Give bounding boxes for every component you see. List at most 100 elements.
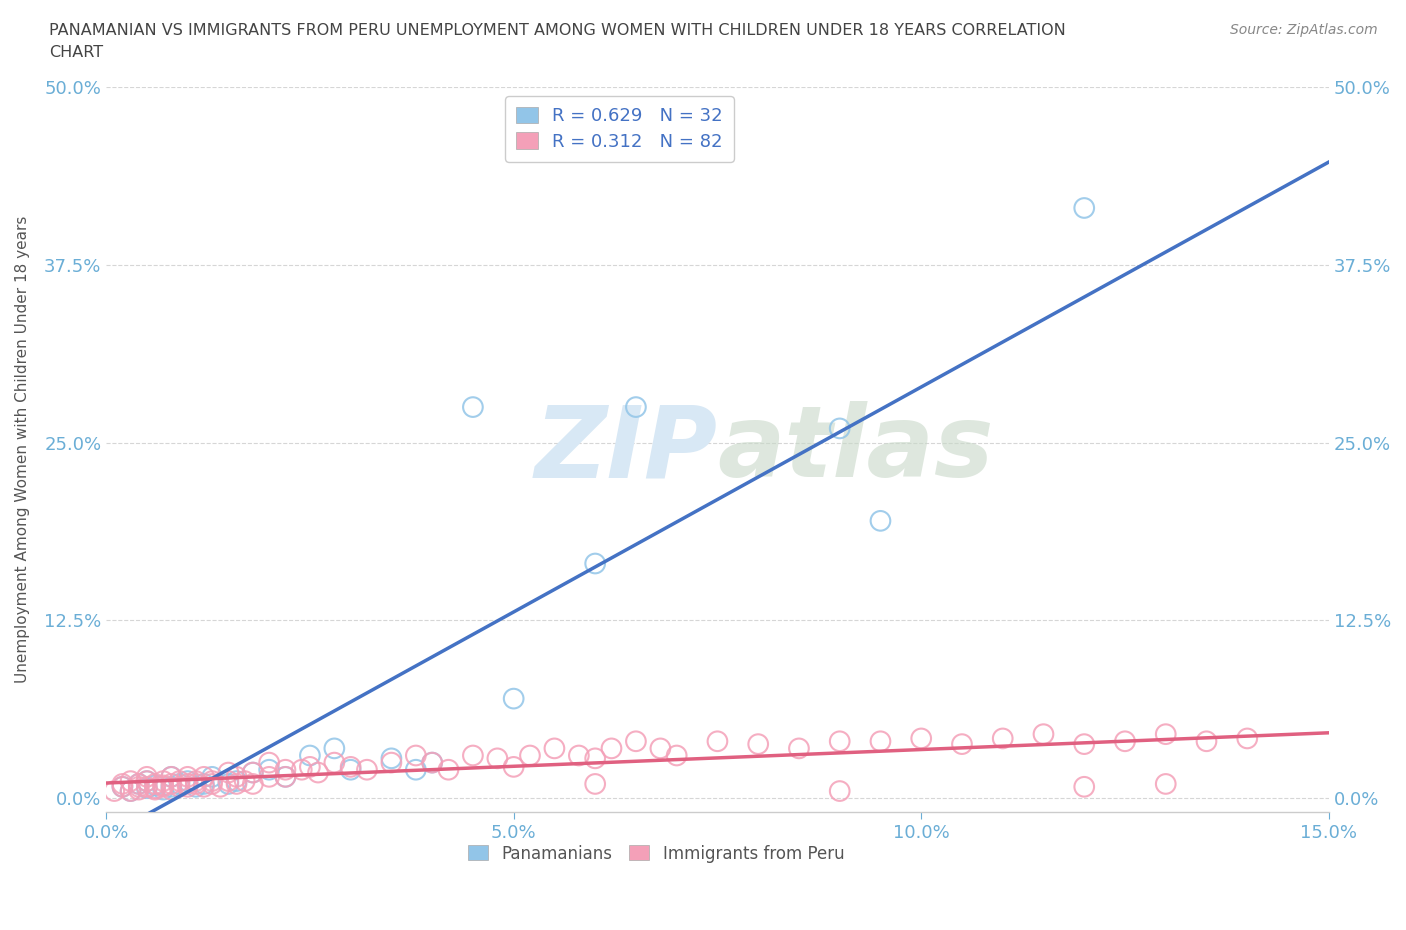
Point: [242, 765, 264, 780]
Point: [600, 741, 623, 756]
Point: [169, 777, 191, 791]
Point: [135, 781, 157, 796]
Point: [257, 763, 280, 777]
Point: [128, 777, 150, 791]
Point: [380, 755, 402, 770]
Point: [176, 779, 198, 794]
Point: [128, 782, 150, 797]
Point: [869, 734, 891, 749]
Point: [405, 748, 427, 763]
Point: [828, 734, 851, 749]
Text: atlas: atlas: [717, 401, 994, 498]
Text: PANAMANIAN VS IMMIGRANTS FROM PERU UNEMPLOYMENT AMONG WOMEN WITH CHILDREN UNDER : PANAMANIAN VS IMMIGRANTS FROM PERU UNEMP…: [49, 23, 1066, 38]
Point: [103, 784, 125, 799]
Point: [298, 748, 321, 763]
Point: [184, 777, 207, 791]
Point: [143, 782, 166, 797]
Point: [747, 737, 769, 751]
Point: [1114, 734, 1136, 749]
Point: [910, 731, 932, 746]
Point: [298, 760, 321, 775]
Point: [650, 741, 672, 756]
Point: [193, 769, 215, 784]
Point: [356, 763, 378, 777]
Point: [380, 751, 402, 765]
Point: [160, 769, 183, 784]
Point: [217, 765, 239, 780]
Point: [274, 769, 297, 784]
Point: [437, 763, 460, 777]
Point: [828, 784, 851, 799]
Point: [665, 748, 688, 763]
Point: [1236, 731, 1258, 746]
Point: [184, 774, 207, 789]
Point: [583, 556, 606, 571]
Point: [184, 779, 207, 794]
Point: [160, 777, 183, 791]
Point: [1073, 201, 1095, 216]
Point: [624, 734, 647, 749]
Point: [111, 779, 134, 794]
Point: [225, 774, 247, 789]
Text: Source: ZipAtlas.com: Source: ZipAtlas.com: [1230, 23, 1378, 37]
Point: [1073, 779, 1095, 794]
Point: [1195, 734, 1218, 749]
Point: [624, 400, 647, 415]
Point: [176, 774, 198, 789]
Point: [128, 779, 150, 794]
Point: [143, 777, 166, 791]
Point: [257, 769, 280, 784]
Point: [225, 769, 247, 784]
Point: [169, 774, 191, 789]
Point: [143, 777, 166, 792]
Point: [950, 737, 973, 751]
Point: [176, 777, 198, 791]
Point: [274, 763, 297, 777]
Point: [111, 777, 134, 791]
Point: [461, 400, 484, 415]
Point: [120, 784, 142, 799]
Point: [486, 751, 509, 765]
Point: [217, 777, 239, 791]
Point: [111, 779, 134, 794]
Point: [242, 777, 264, 791]
Point: [242, 765, 264, 780]
Point: [519, 748, 541, 763]
Point: [160, 782, 183, 797]
Point: [323, 755, 346, 770]
Point: [169, 779, 191, 794]
Point: [201, 769, 224, 784]
Text: CHART: CHART: [49, 45, 103, 60]
Point: [405, 763, 427, 777]
Point: [135, 774, 157, 789]
Point: [583, 751, 606, 765]
Point: [339, 760, 361, 775]
Point: [209, 779, 232, 794]
Point: [152, 774, 174, 789]
Point: [201, 774, 224, 789]
Point: [176, 769, 198, 784]
Point: [135, 774, 157, 789]
Point: [143, 781, 166, 796]
Point: [568, 748, 591, 763]
Text: ZIP: ZIP: [534, 401, 717, 498]
Point: [1154, 777, 1177, 791]
Point: [461, 748, 484, 763]
Point: [152, 782, 174, 797]
Point: [828, 421, 851, 436]
Point: [869, 513, 891, 528]
Point: [135, 779, 157, 794]
Point: [787, 741, 810, 756]
Point: [543, 741, 565, 756]
Point: [193, 777, 215, 791]
Point: [128, 777, 150, 791]
Point: [339, 763, 361, 777]
Point: [120, 774, 142, 789]
Point: [583, 777, 606, 791]
Point: [274, 769, 297, 784]
Point: [233, 774, 256, 789]
Point: [193, 779, 215, 794]
Point: [160, 769, 183, 784]
Point: [502, 760, 524, 775]
Point: [152, 777, 174, 792]
